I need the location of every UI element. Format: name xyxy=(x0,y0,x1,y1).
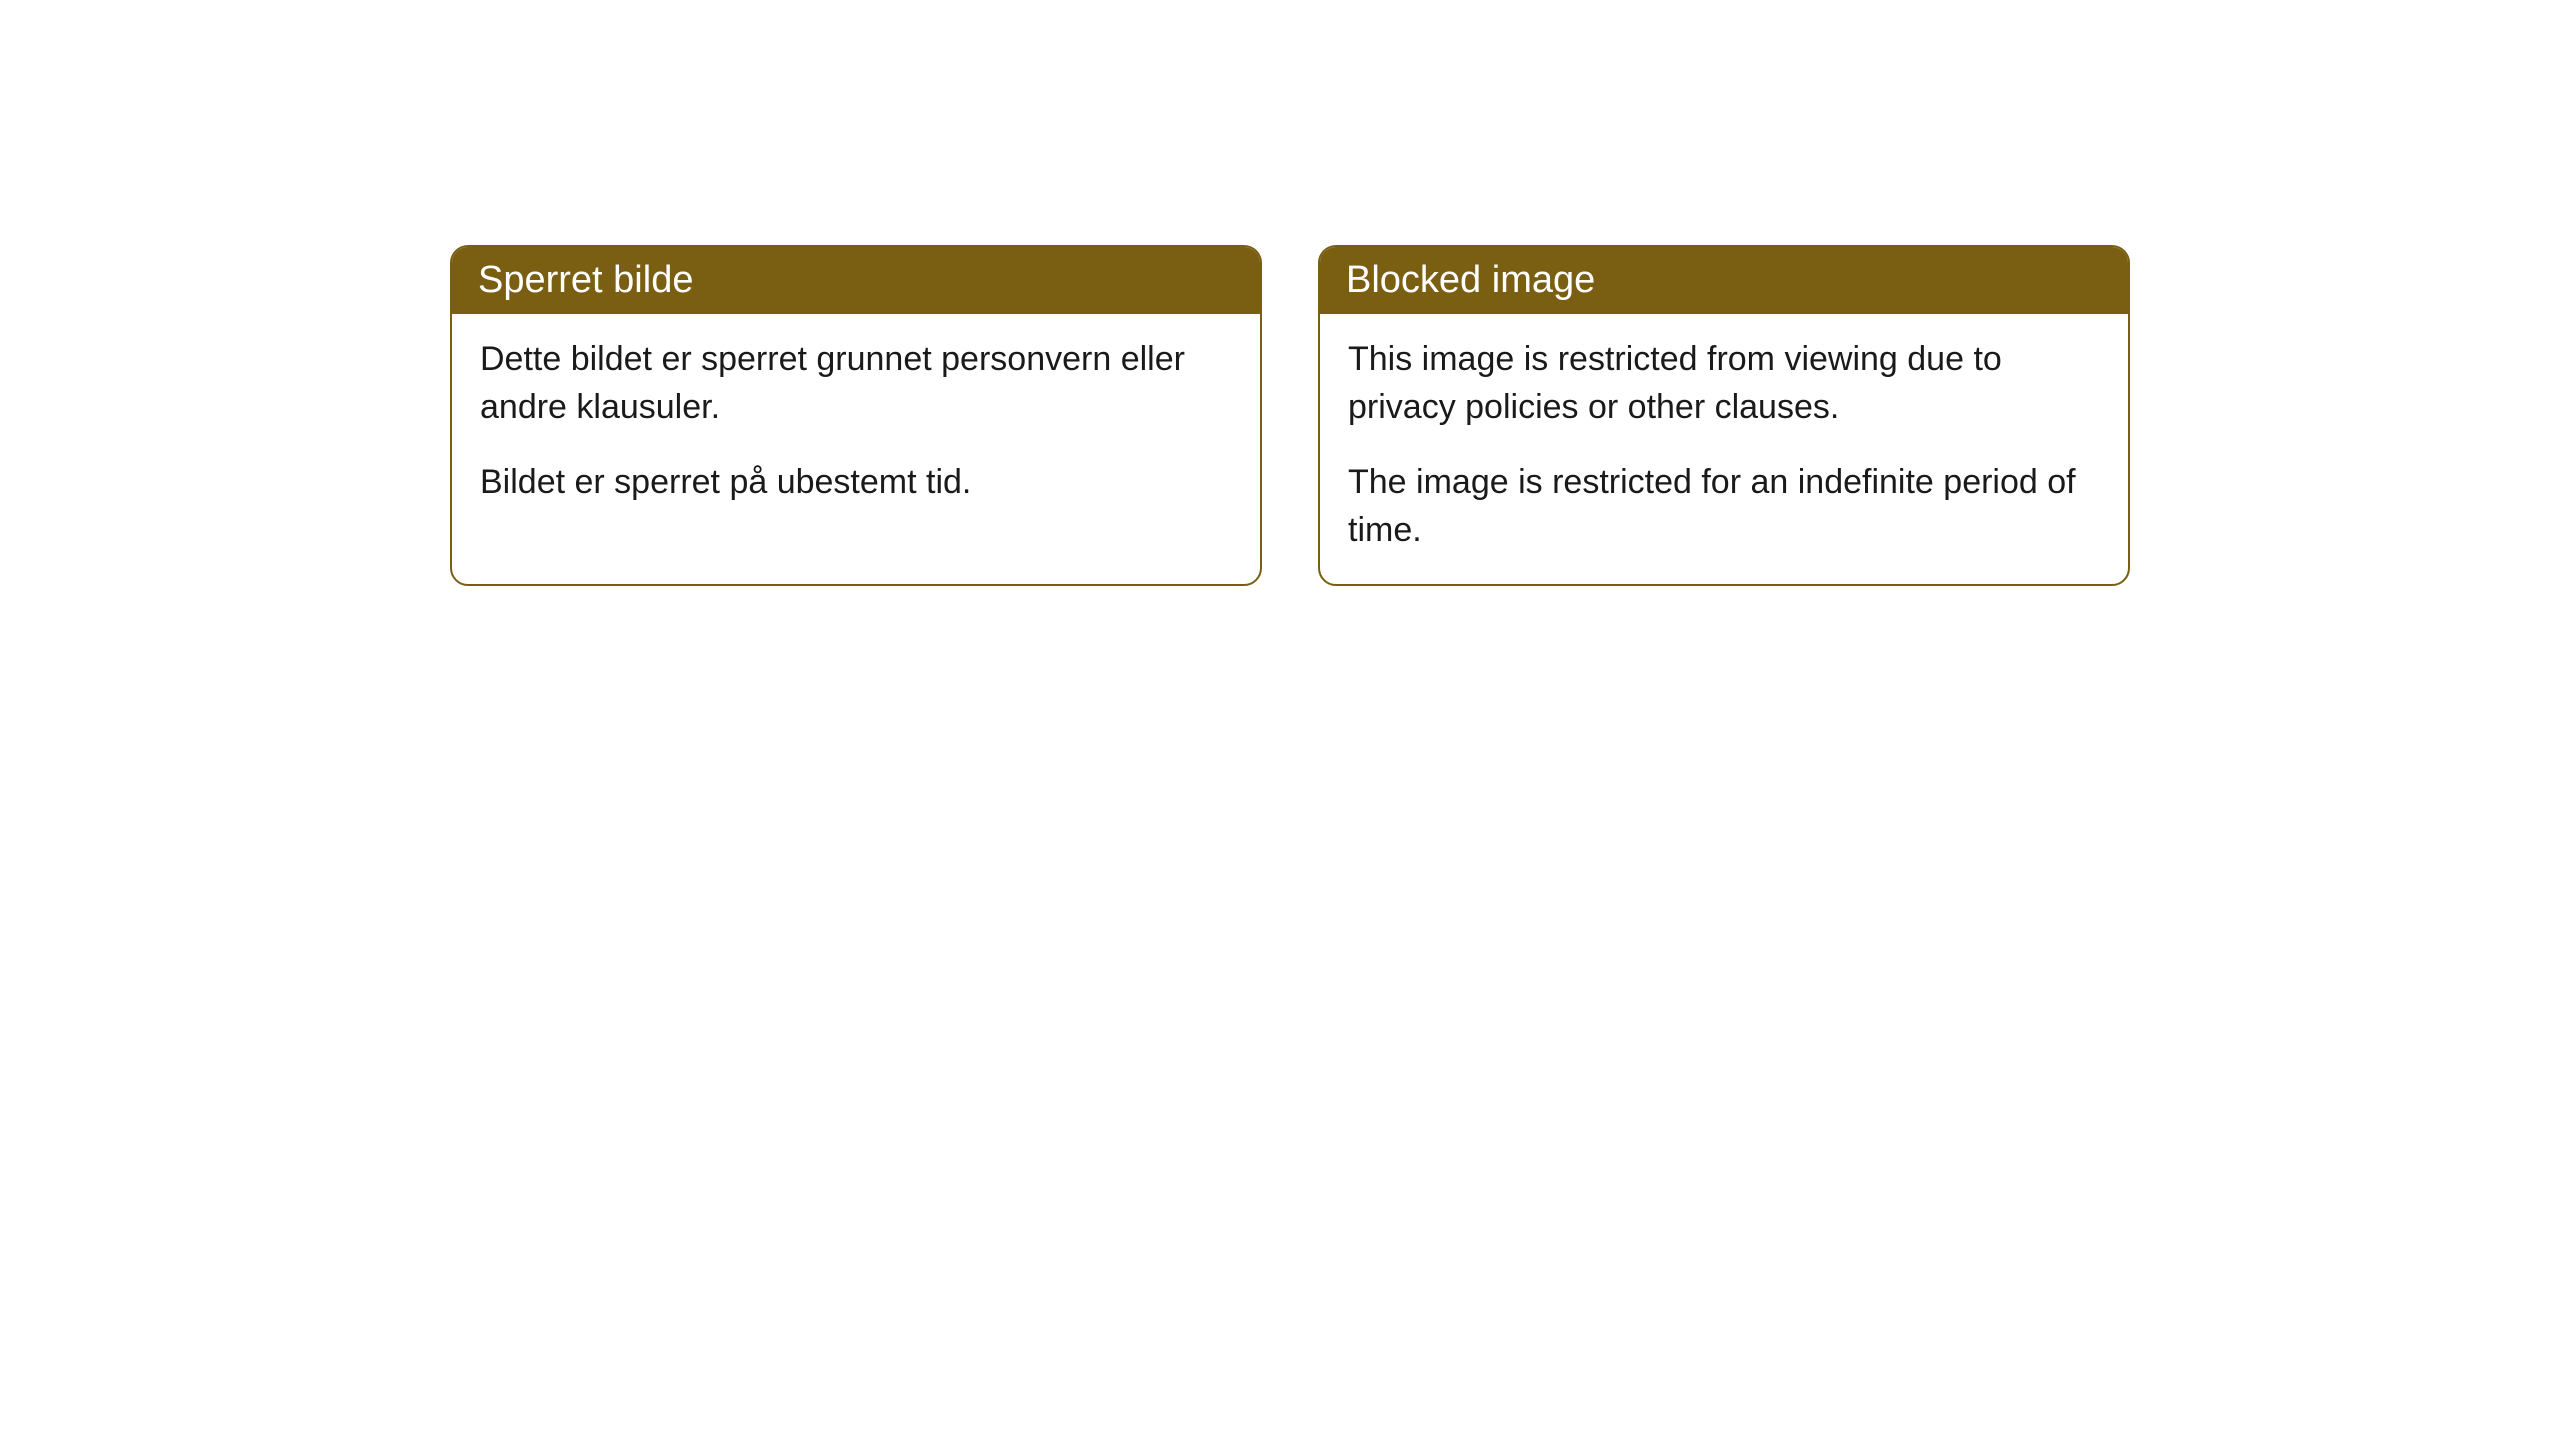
notice-body-norwegian: Dette bildet er sperret grunnet personve… xyxy=(452,314,1260,537)
notice-paragraph: Dette bildet er sperret grunnet personve… xyxy=(480,336,1232,431)
notice-header-norwegian: Sperret bilde xyxy=(452,247,1260,314)
notice-paragraph: The image is restricted for an indefinit… xyxy=(1348,459,2100,554)
notice-title: Sperret bilde xyxy=(478,259,693,301)
notice-header-english: Blocked image xyxy=(1320,247,2128,314)
notice-body-english: This image is restricted from viewing du… xyxy=(1320,314,2128,584)
notice-card-norwegian: Sperret bilde Dette bildet er sperret gr… xyxy=(450,245,1262,586)
notice-paragraph: Bildet er sperret på ubestemt tid. xyxy=(480,459,1232,507)
notice-container: Sperret bilde Dette bildet er sperret gr… xyxy=(450,245,2130,586)
notice-card-english: Blocked image This image is restricted f… xyxy=(1318,245,2130,586)
notice-paragraph: This image is restricted from viewing du… xyxy=(1348,336,2100,431)
notice-title: Blocked image xyxy=(1346,259,1595,301)
